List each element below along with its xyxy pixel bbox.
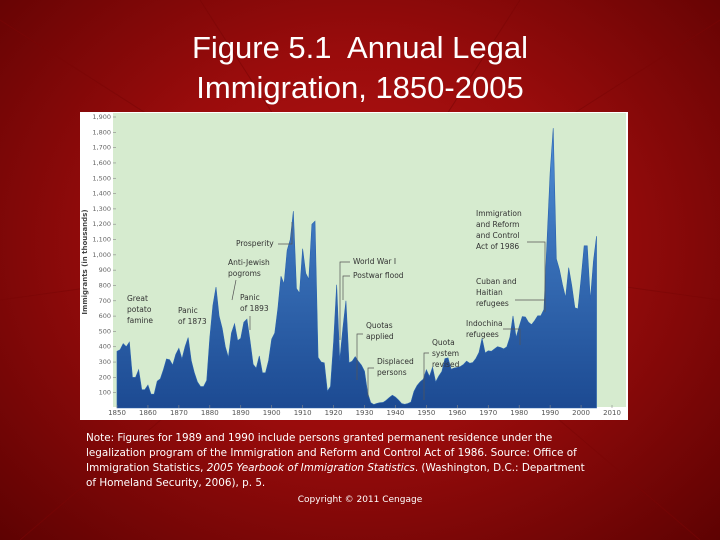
- y-tick-label: 1,400: [92, 190, 111, 198]
- x-tick-label: 1860: [139, 409, 157, 417]
- y-tick-label: 1,900: [92, 113, 111, 121]
- annotation: Quota: [432, 338, 455, 347]
- x-tick-label: 1990: [541, 409, 559, 417]
- y-tick-label: 1,500: [92, 174, 111, 182]
- x-tick-label: 1920: [325, 409, 343, 417]
- y-tick-label: 600: [99, 312, 111, 320]
- annotation: Cuban and: [476, 277, 517, 286]
- annotation: system: [432, 349, 459, 358]
- x-tick-label: 1870: [170, 409, 188, 417]
- annotation: of 1893: [240, 304, 269, 313]
- slide-title: Figure 5.1 Annual Legal Immigration, 185…: [191, 30, 537, 105]
- x-tick-label: 2000: [572, 409, 590, 417]
- y-tick-label: 1,600: [92, 159, 111, 167]
- note-text: Note: Figures for 1989 and 1990 include …: [86, 432, 577, 474]
- annotation: Immigration: [476, 209, 522, 218]
- y-tick-label: 500: [99, 327, 111, 335]
- annotation: Great: [127, 294, 148, 303]
- x-tick-label: 1980: [510, 409, 528, 417]
- y-tick-label: 800: [99, 281, 111, 289]
- annotation-leader: [367, 367, 374, 397]
- y-tick-label: 900: [99, 266, 111, 274]
- note: Note: Figures for 1989 and 1990 include …: [86, 431, 586, 491]
- annotation: Haitian: [476, 288, 503, 297]
- y-tick-label: 100: [99, 389, 111, 397]
- y-tick-label: 1,300: [92, 205, 111, 213]
- annotation: World War I: [353, 257, 396, 266]
- annotation-leader: [356, 333, 363, 380]
- y-tick-label: 400: [99, 343, 111, 351]
- x-tick-label: 1930: [356, 409, 374, 417]
- area: [116, 128, 597, 409]
- y-tick-label: 300: [99, 358, 111, 366]
- x-tick-label: 1880: [201, 409, 219, 417]
- annotation: Displaced: [377, 357, 414, 366]
- annotation: persons: [377, 368, 407, 377]
- annotation: and Reform: [476, 220, 519, 229]
- note-italic: 2005 Yearbook of Immigration Statistics: [206, 462, 415, 474]
- annotation: refugees: [466, 330, 499, 339]
- annotation-leader: [342, 275, 350, 300]
- annotation-leader: [423, 352, 429, 400]
- annotation: Panic: [178, 306, 198, 315]
- copyright: Copyright © 2011 Cengage: [297, 495, 423, 505]
- y-tick-label: 200: [99, 373, 111, 381]
- y-tick-label: 700: [99, 297, 111, 305]
- y-tick-label: 1,700: [92, 144, 111, 152]
- annotation: Anti-Jewish: [228, 258, 270, 267]
- x-tick-label: 1850: [108, 409, 126, 417]
- annotation: pogroms: [228, 269, 261, 278]
- y-tick-label: 1,100: [92, 236, 111, 244]
- annotation: famine: [127, 316, 153, 325]
- annotation: Quotas: [366, 321, 393, 330]
- x-tick-label: 1940: [387, 409, 405, 417]
- annotation: Postwar flood: [353, 271, 404, 280]
- annotation-leader: [278, 222, 293, 245]
- annotation-leader: [231, 279, 237, 301]
- note-text: . (Washington, D.C.: Department of Homel…: [86, 462, 585, 489]
- x-tick-label: 1890: [232, 409, 250, 417]
- annotation-leader: [527, 241, 546, 300]
- annotation-leader: [339, 261, 350, 340]
- y-axis-label: Immigrants (in thousands): [81, 209, 89, 314]
- annotation: Indochina: [466, 319, 503, 328]
- x-tick-label: 1910: [294, 409, 312, 417]
- y-tick-label: 1,000: [92, 251, 111, 259]
- x-tick-label: 1900: [263, 409, 281, 417]
- annotation: Panic: [240, 293, 260, 302]
- y-tick-label: 1,800: [92, 128, 111, 136]
- annotation: revised: [432, 360, 460, 369]
- x-tick-label: 1970: [479, 409, 497, 417]
- x-tick-label: 1950: [417, 409, 435, 417]
- annotation: Act of 1986: [476, 242, 519, 251]
- annotation: of 1873: [178, 317, 207, 326]
- annotation-leader: [503, 328, 521, 345]
- annotation: Prosperity: [236, 239, 274, 248]
- annotation: applied: [366, 332, 394, 341]
- y-tick-label: 1,200: [92, 220, 111, 228]
- x-tick-label: 2010: [603, 409, 621, 417]
- annotation: refugees: [476, 299, 509, 308]
- annotation: potato: [127, 305, 152, 314]
- x-tick-label: 1960: [448, 409, 466, 417]
- annotation: and Control: [476, 231, 520, 240]
